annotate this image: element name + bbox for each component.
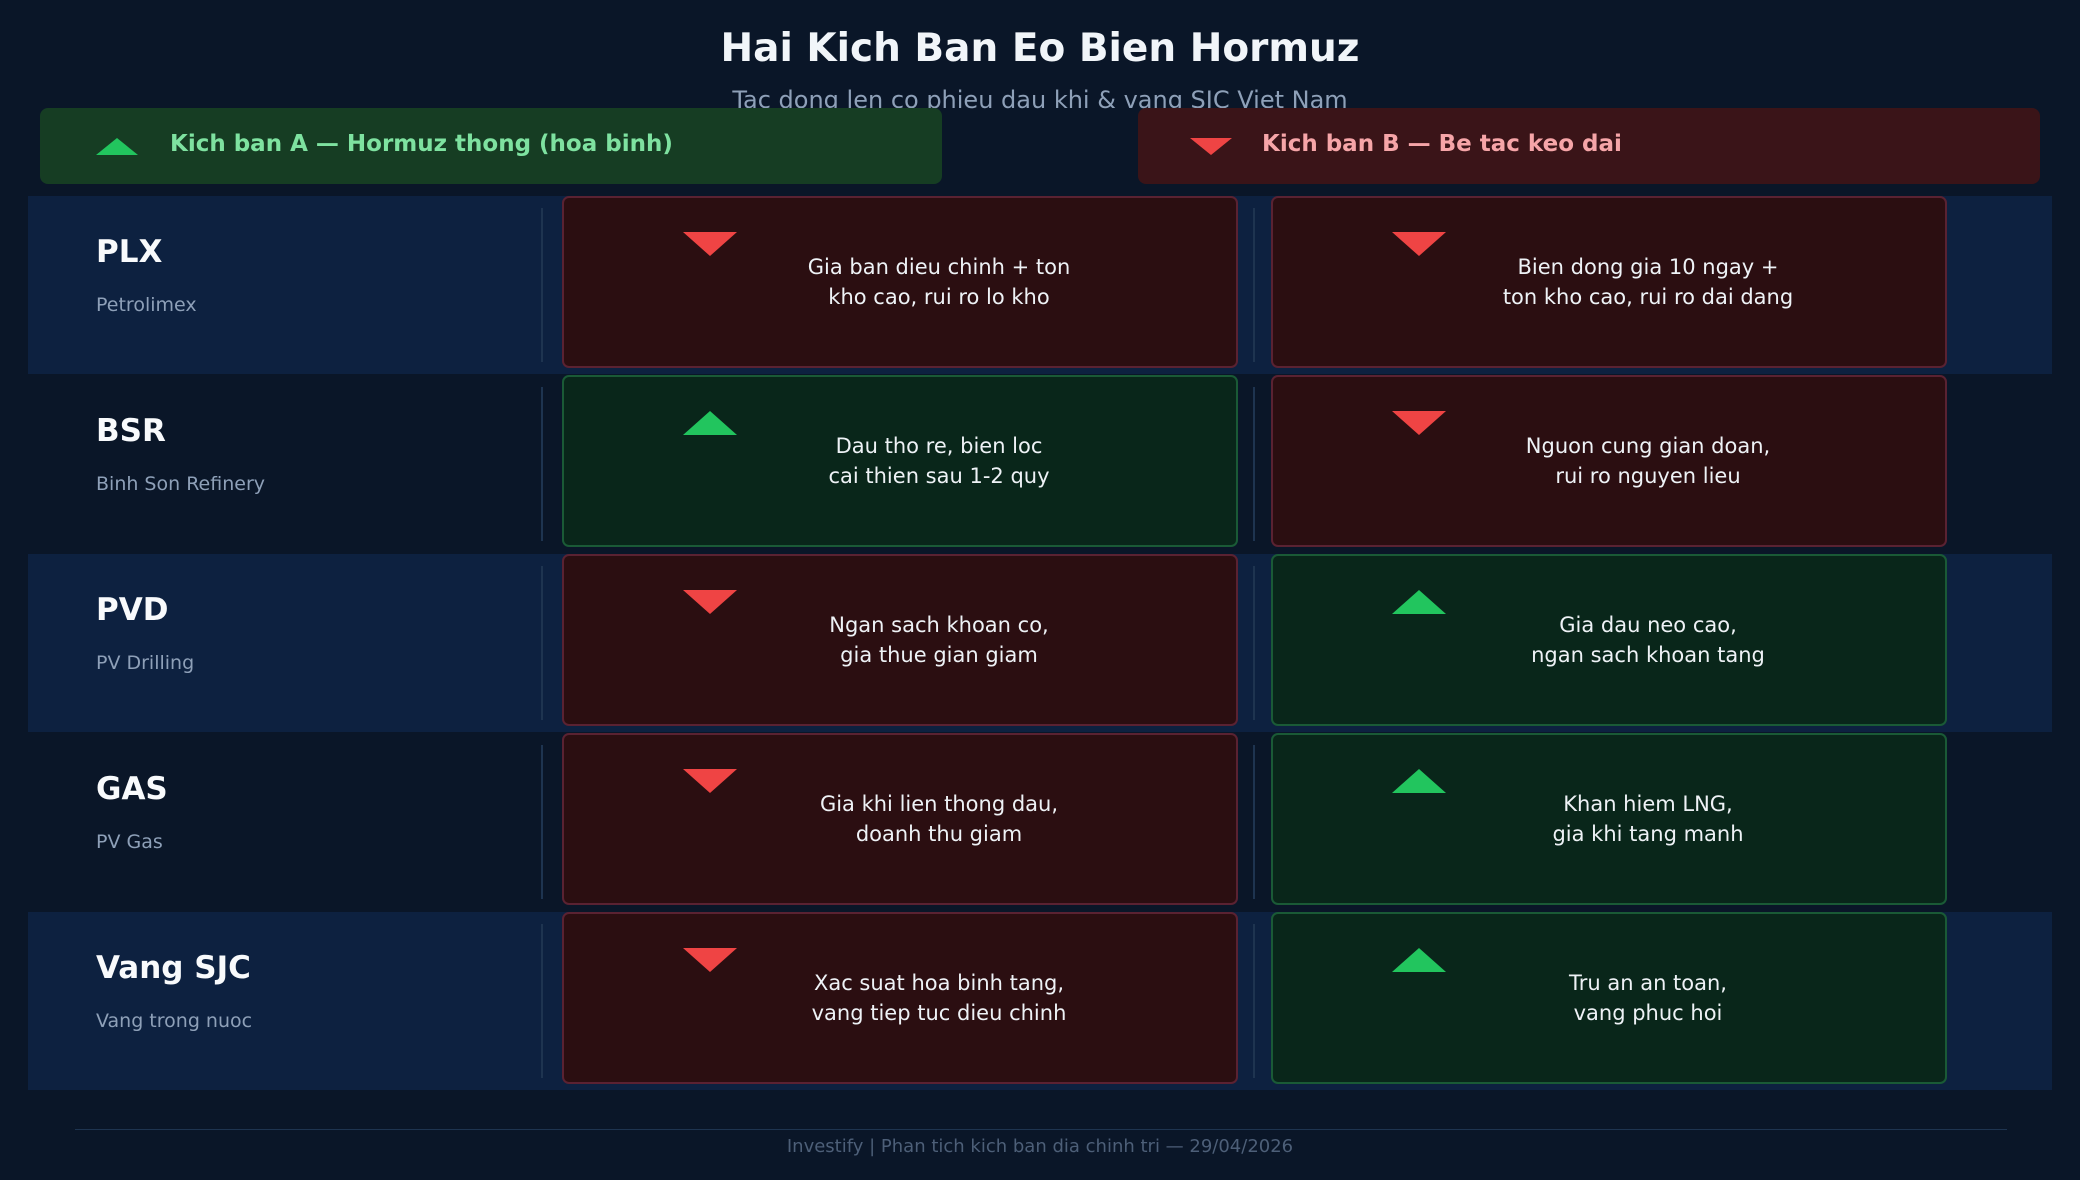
ticker-label: PVD <box>96 592 169 628</box>
table-row: Vang SJC Vang trong nuoc Xac suat hoa binh… <box>28 912 2052 1090</box>
triangle-up-icon <box>1392 769 1446 793</box>
column-divider <box>1253 387 1255 541</box>
column-divider <box>541 745 543 899</box>
triangle-down-icon <box>1392 411 1446 435</box>
impact-text: Xac suat hoa binh tang, vang tiep tuc di… <box>811 971 1067 1025</box>
triangle-up-icon <box>1392 948 1446 972</box>
scenario-a-header: Kich ban A — Hormuz thong (hoa binh) <box>40 108 942 184</box>
scenario-a-impact-cell: Xac suat hoa binh tang, vang tiep tuc di… <box>562 912 1238 1084</box>
triangle-down-icon <box>1392 232 1446 256</box>
ticker-label: PLX <box>96 234 163 270</box>
ticker-label: Vang SJC <box>96 950 251 986</box>
column-divider <box>1253 745 1255 899</box>
table-row: GAS PV Gas Gia khi lien thong dau, doanh t… <box>28 733 2052 911</box>
column-divider <box>541 924 543 1078</box>
scenario-b-impact-cell: Nguon cung gian doan, rui ro nguyen lieu <box>1271 375 1947 547</box>
column-divider <box>541 208 543 362</box>
column-divider <box>541 387 543 541</box>
company-name: PV Drilling <box>96 652 195 674</box>
scenario-a-label: Kich ban A — Hormuz thong (hoa binh) <box>170 131 673 157</box>
ticker-label: GAS <box>96 771 168 807</box>
scenario-a-impact-cell: Dau tho re, bien loc cai thien sau 1-2 q… <box>562 375 1238 547</box>
impact-text: Nguon cung gian doan, rui ro nguyen lieu <box>1525 434 1771 488</box>
page-title: Hai Kich Ban Eo Bien Hormuz <box>720 26 1360 71</box>
ticker-label: BSR <box>96 413 166 449</box>
scenario-a-impact-cell: Ngan sach khoan co, gia thue gian giam <box>562 554 1238 726</box>
company-name: Binh Son Refinery <box>96 473 265 495</box>
scenario-b-header: Kich ban B — Be tac keo dai <box>1138 108 2040 184</box>
impact-text: Gia khi lien thong dau, doanh thu giam <box>819 792 1059 846</box>
company-name: Vang trong nuoc <box>96 1010 253 1032</box>
impact-text: Bien dong gia 10 ngay + ton kho cao, rui… <box>1502 255 1794 309</box>
table-row: PVD PV Drilling Ngan sach khoan co, gia th… <box>28 554 2052 732</box>
scenario-b-label: Kich ban B — Be tac keo dai <box>1262 131 1622 157</box>
scenario-b-impact-cell: Gia dau neo cao, ngan sach khoan tang <box>1271 554 1947 726</box>
impact-text: Khan hiem LNG, gia khi tang manh <box>1552 792 1744 846</box>
scenario-a-impact-cell: Gia ban dieu chinh + ton kho cao, rui ro… <box>562 196 1238 368</box>
triangle-down-icon <box>1190 137 1232 155</box>
impact-text: Dau tho re, bien loc cai thien sau 1-2 q… <box>828 434 1050 488</box>
column-divider <box>1253 566 1255 720</box>
table-row: BSR Binh Son Refinery Dau tho re, bien loc… <box>28 375 2052 553</box>
column-divider <box>1253 924 1255 1078</box>
scenario-a-impact-cell: Gia khi lien thong dau, doanh thu giam <box>562 733 1238 905</box>
triangle-down-icon <box>683 948 737 972</box>
footer-text: Investify | Phan tich kich ban dia chinh… <box>786 1136 1294 1157</box>
footer-divider <box>75 1129 2007 1130</box>
company-name: Petrolimex <box>96 294 197 316</box>
scenario-b-impact-cell: Khan hiem LNG, gia khi tang manh <box>1271 733 1947 905</box>
triangle-down-icon <box>683 232 737 256</box>
impact-text: Ngan sach khoan co, gia thue gian giam <box>829 613 1049 667</box>
triangle-down-icon <box>683 590 737 614</box>
impact-text: Gia dau neo cao, ngan sach khoan tang <box>1531 613 1765 667</box>
impact-text: Tru an an toan, vang phuc hoi <box>1568 971 1727 1025</box>
column-divider <box>1253 208 1255 362</box>
table-row: PLX Petrolimex Gia ban dieu chinh + ton kh… <box>28 196 2052 374</box>
triangle-down-icon <box>683 769 737 793</box>
triangle-up-icon <box>683 411 737 435</box>
company-name: PV Gas <box>96 831 163 853</box>
scenario-b-impact-cell: Bien dong gia 10 ngay + ton kho cao, rui… <box>1271 196 1947 368</box>
column-divider <box>541 566 543 720</box>
triangle-up-icon <box>96 137 138 155</box>
impact-text: Gia ban dieu chinh + ton kho cao, rui ro… <box>807 255 1071 309</box>
scenario-b-impact-cell: Tru an an toan, vang phuc hoi <box>1271 912 1947 1084</box>
triangle-up-icon <box>1392 590 1446 614</box>
